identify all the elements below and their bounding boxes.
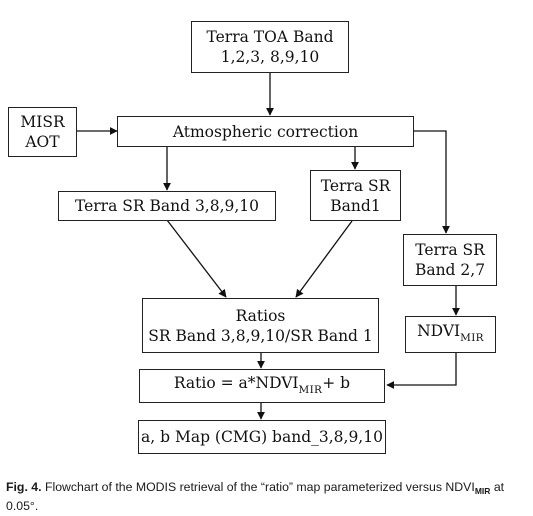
terra-toa-line2: 1,2,3, 8,9,10 — [220, 48, 320, 66]
misr-line2: AOT — [25, 133, 60, 151]
caption-fig-label: Fig. 4. — [6, 480, 42, 494]
arrow-sr38910-to-ratios — [166, 219, 227, 298]
ndvi-label: NDVIMIR — [417, 321, 484, 348]
caption-text-end: at 0.05°. — [6, 480, 505, 513]
terra-sr1-line2: Band1 — [330, 196, 381, 215]
figure-caption: Fig. 4. Flowchart of the MODIS retrieval… — [6, 480, 526, 514]
atmospheric-correction-label: Atmospheric correction — [172, 122, 359, 141]
terra-sr-band-3-8-9-10-box: Terra SR Band 3,8,9,10 — [58, 191, 276, 221]
ndvi-main: NDVI — [417, 322, 461, 340]
arrow-sr1-to-ratios — [295, 220, 353, 298]
misr-aot-box: MISR AOT — [8, 107, 77, 157]
terra-sr27-line2: Band 2,7 — [414, 261, 486, 279]
ratio-eq-subscript: MIR — [298, 383, 323, 396]
ratio-eq-post: + b — [322, 373, 351, 392]
terra-sr27-line1: Terra SR — [415, 241, 485, 259]
terra-sr-band-2-7-box: Terra SR Band 2,7 — [403, 234, 497, 286]
caption-subscript: MIR — [474, 486, 491, 496]
atmospheric-correction-box: Atmospheric correction — [117, 116, 414, 147]
ratio-equation-label: Ratio = a*NDVIMIR+ b — [174, 373, 350, 400]
arrow-ndvi-to-eq — [386, 353, 457, 389]
terra-toa-line1: Terra TOA Band — [206, 28, 334, 46]
ab-map-box: a, b Map (CMG) band_3,8,9,10 — [138, 420, 386, 454]
ratio-equation-box: Ratio = a*NDVIMIR+ b — [139, 369, 385, 403]
ratio-eq-pre: Ratio = a*NDVI — [173, 373, 299, 392]
terra-toa-band-box: Terra TOA Band 1,2,3, 8,9,10 — [191, 21, 349, 73]
ab-map-label: a, b Map (CMG) band_3,8,9,10 — [141, 428, 383, 446]
ndvi-subscript: MIR — [460, 332, 484, 344]
ratios-line1: Ratios — [235, 306, 286, 325]
misr-line1: MISR — [20, 113, 65, 131]
terra-sr1-line1: Terra SR — [320, 176, 391, 195]
ratios-line2: SR Band 3,8,9,10/SR Band 1 — [148, 326, 373, 345]
ratios-box: Ratios SR Band 3,8,9,10/SR Band 1 — [142, 298, 379, 353]
terra-sr-38910-label: Terra SR Band 3,8,9,10 — [74, 197, 260, 215]
caption-text: Flowchart of the MODIS retrieval of the … — [41, 480, 475, 494]
ndvi-mir-box: NDVIMIR — [405, 316, 496, 353]
arrow-atm-to-sr27 — [414, 130, 450, 234]
terra-sr-band1-box: Terra SR Band1 — [310, 170, 401, 221]
